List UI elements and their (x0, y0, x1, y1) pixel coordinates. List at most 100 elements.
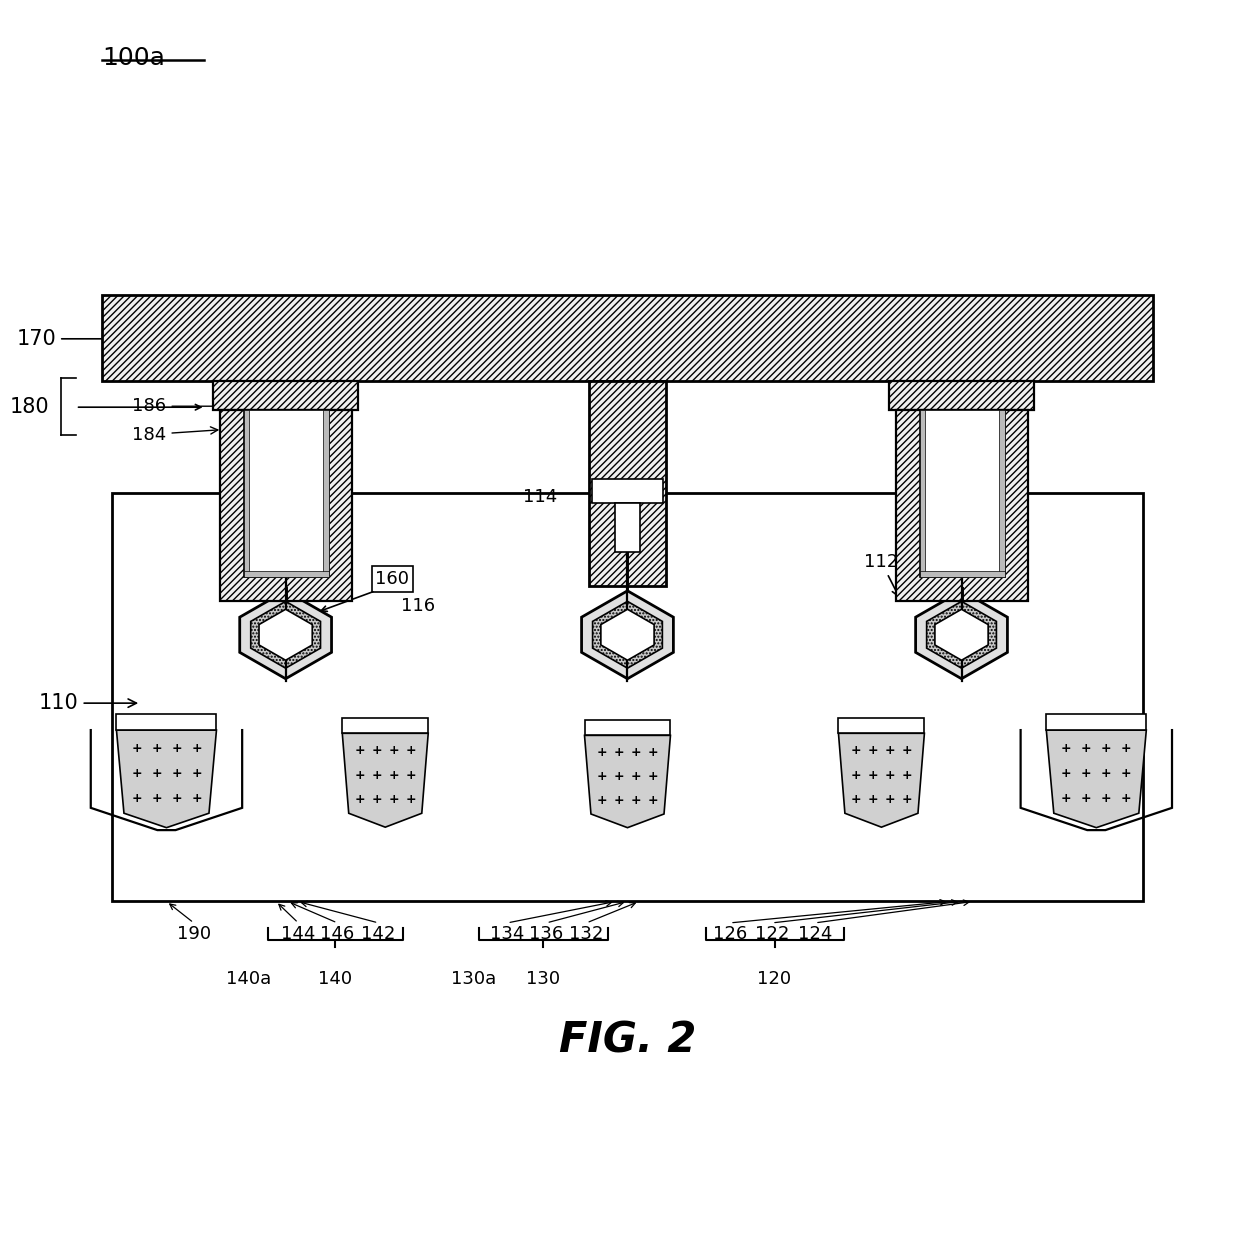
Text: +: + (851, 792, 861, 806)
Bar (920, 571, 1004, 578)
Text: +: + (405, 744, 417, 758)
Text: +: + (371, 792, 382, 806)
Text: 124: 124 (797, 925, 832, 942)
Text: 130: 130 (527, 970, 560, 988)
Text: 132: 132 (569, 925, 604, 942)
Text: +: + (1081, 792, 1091, 805)
Polygon shape (838, 734, 924, 828)
Text: +: + (649, 746, 658, 759)
Text: +: + (1101, 768, 1111, 780)
Text: +: + (631, 794, 641, 806)
Text: 112: 112 (864, 552, 899, 596)
Text: +: + (1061, 792, 1071, 805)
Text: +: + (596, 746, 608, 759)
Text: +: + (388, 744, 399, 758)
Text: +: + (1061, 768, 1071, 780)
Text: +: + (596, 794, 608, 806)
Text: +: + (151, 741, 161, 755)
Bar (589, 381, 666, 586)
Text: +: + (649, 770, 658, 782)
Text: +: + (868, 792, 878, 806)
Text: 136: 136 (529, 925, 563, 942)
Text: +: + (868, 769, 878, 781)
Text: +: + (371, 744, 382, 758)
Bar (593, 480, 662, 502)
Text: +: + (901, 744, 913, 758)
Text: 140a: 140a (226, 970, 272, 988)
Text: +: + (1121, 768, 1132, 780)
Bar (615, 503, 640, 551)
Text: +: + (355, 769, 365, 781)
Text: +: + (631, 770, 641, 782)
Text: +: + (1121, 792, 1132, 805)
Text: +: + (1081, 741, 1091, 755)
Polygon shape (239, 591, 331, 679)
Polygon shape (935, 609, 988, 660)
Text: 146: 146 (320, 925, 355, 942)
Bar (117, 714, 217, 730)
Bar (920, 410, 925, 578)
Text: +: + (1101, 741, 1111, 755)
Polygon shape (117, 730, 217, 828)
Text: 170: 170 (16, 329, 134, 349)
Text: +: + (884, 744, 895, 758)
Text: +: + (631, 746, 641, 759)
Text: +: + (596, 770, 608, 782)
Text: +: + (1061, 741, 1071, 755)
Text: +: + (1121, 741, 1132, 755)
Text: +: + (371, 769, 382, 781)
Text: +: + (614, 794, 624, 806)
Bar (243, 410, 249, 578)
Polygon shape (926, 601, 997, 669)
Text: 140: 140 (319, 970, 352, 988)
Text: +: + (614, 746, 624, 759)
Text: 120: 120 (756, 970, 791, 988)
Text: +: + (191, 792, 202, 805)
Bar (1047, 714, 1146, 730)
Polygon shape (259, 609, 312, 660)
Text: 142: 142 (361, 925, 396, 942)
Text: +: + (171, 741, 182, 755)
Text: 186: 186 (133, 398, 221, 415)
Text: +: + (388, 769, 399, 781)
Polygon shape (582, 591, 673, 679)
Text: 190: 190 (177, 925, 211, 942)
Text: +: + (151, 792, 161, 805)
Polygon shape (915, 591, 1007, 679)
Text: +: + (405, 792, 417, 806)
Text: +: + (171, 768, 182, 780)
Text: +: + (355, 792, 365, 806)
Bar (322, 410, 329, 578)
Text: +: + (171, 792, 182, 805)
Bar (838, 718, 924, 734)
Text: +: + (131, 768, 141, 780)
Bar (213, 381, 358, 410)
Text: 100a: 100a (102, 46, 165, 70)
Bar (584, 720, 671, 735)
Text: +: + (191, 741, 202, 755)
Text: +: + (901, 792, 913, 806)
Text: 160: 160 (376, 570, 409, 588)
Text: 110: 110 (38, 694, 136, 714)
Polygon shape (593, 601, 662, 669)
Bar (920, 410, 1004, 578)
Polygon shape (601, 609, 655, 660)
Bar (998, 410, 1004, 578)
Text: 114: 114 (523, 488, 557, 506)
Text: +: + (131, 792, 141, 805)
Text: +: + (1101, 792, 1111, 805)
Text: 184: 184 (133, 425, 218, 444)
Text: +: + (131, 741, 141, 755)
Text: 116: 116 (401, 598, 435, 615)
Bar (342, 718, 428, 734)
Text: 144: 144 (281, 925, 315, 942)
Text: +: + (405, 769, 417, 781)
Text: 150: 150 (618, 536, 652, 554)
Text: +: + (388, 792, 399, 806)
Polygon shape (1047, 730, 1146, 828)
Text: 180: 180 (10, 398, 50, 418)
Text: 134: 134 (490, 925, 525, 942)
Bar (897, 410, 1028, 600)
Bar (243, 410, 329, 578)
Bar (221, 410, 352, 600)
